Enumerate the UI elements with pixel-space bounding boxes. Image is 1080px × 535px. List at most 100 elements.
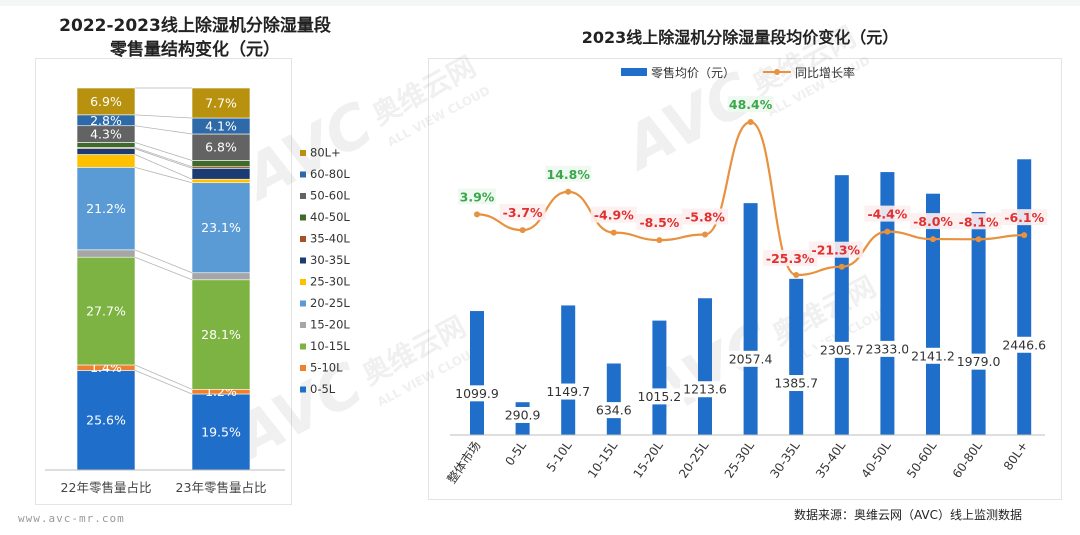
price-label-12: 2446.6 — [1002, 337, 1046, 352]
left-legend-swatch-5-10L — [300, 365, 306, 371]
left-category-1: 23年零售量占比 — [176, 480, 267, 495]
left-legend-label-10-15L: 10-15L — [310, 339, 350, 353]
right-category-text: 50-60L — [904, 438, 939, 480]
stack-seg-40-50L-1 — [191, 160, 251, 168]
left-legend-swatch-40-50L — [300, 214, 306, 221]
growth-label-12: -6.1% — [1004, 210, 1044, 225]
stack-label-60-80L-0: 2.8% — [90, 113, 122, 128]
stack-seg-10-15L-0 — [76, 256, 136, 366]
right-legend-line-dot — [774, 69, 780, 75]
connector-10 — [134, 114, 193, 119]
stack-seg-30-35L-0 — [76, 148, 136, 155]
price-bar-3 — [606, 363, 621, 435]
growth-label-0: 3.9% — [460, 189, 495, 204]
growth-label-bg-8 — [808, 241, 863, 258]
growth-label-bg-10 — [910, 213, 956, 230]
growth-point-8 — [838, 263, 845, 270]
price-label-bg-6 — [725, 350, 776, 367]
right-category-text: 35-40L — [813, 438, 848, 480]
growth-label-bg-9 — [864, 205, 911, 222]
price-label-1: 290.9 — [505, 407, 541, 422]
left-legend-swatch-10-15L — [300, 343, 306, 350]
growth-label-4: -8.5% — [639, 215, 679, 230]
growth-point-9 — [884, 228, 891, 235]
connector-9 — [134, 125, 193, 135]
stack-label-80L+-1: 7.7% — [205, 96, 237, 111]
right-category-text: 20-25L — [676, 438, 711, 480]
growth-label-bg-0 — [458, 188, 496, 205]
stack-seg-15-20L-1 — [191, 272, 251, 281]
price-label-bg-4 — [634, 388, 685, 405]
growth-point-5 — [702, 231, 708, 238]
left-title-line1: 2022-2023线上除湿机分除湿量段 — [59, 16, 331, 36]
price-label-bg-0 — [452, 385, 502, 402]
right-legend-bar-label: 零售均价（元） — [651, 65, 735, 80]
price-label-bg-11 — [953, 353, 1004, 370]
connector-1 — [134, 364, 193, 390]
left-legend-label-20-25L: 20-25L — [310, 296, 350, 310]
right-category-text: 5-10L — [544, 438, 575, 474]
growth-point-11 — [975, 236, 982, 243]
price-label-4: 1015.2 — [638, 389, 682, 404]
growth-point-2 — [565, 188, 572, 195]
stack-label-10-15L-1: 28.1% — [201, 327, 241, 342]
right-category-text: 25-30L — [722, 438, 757, 480]
left-legend-label-50-60L: 50-60L — [310, 189, 350, 203]
growth-point-10 — [930, 236, 936, 243]
price-label-bg-8 — [817, 341, 867, 358]
right-category-text: 60-80L — [950, 438, 985, 480]
price-label-bg-5 — [680, 381, 730, 398]
price-bar-10 — [926, 193, 940, 435]
stack-label-50-60L-1: 6.8% — [205, 140, 237, 155]
left-legend-label-5-10L: 5-10L — [310, 361, 343, 375]
left-legend-swatch-30-35L — [300, 257, 306, 264]
stack-seg-10-15L-1 — [191, 279, 251, 390]
left-legend-label-35-40L: 35-40L — [310, 232, 350, 246]
left-legend-swatch-20-25L — [300, 300, 306, 307]
right-category-11: 60-80L — [950, 438, 985, 480]
right-category-8: 35-40L — [813, 438, 848, 480]
stack-seg-0-5L-0 — [76, 370, 136, 471]
growth-point-12 — [1021, 232, 1028, 239]
connector-8 — [134, 142, 193, 161]
stack-label-0-5L-0: 25.6% — [86, 413, 126, 428]
price-label-bg-9 — [862, 340, 913, 357]
price-label-6: 2057.4 — [729, 351, 773, 366]
right-legend-line-label: 同比增长率 — [795, 65, 855, 80]
growth-label-bg-4 — [636, 214, 683, 231]
watermark-logo: AVC — [231, 89, 385, 215]
right-category-text: 40-50L — [859, 438, 894, 480]
growth-label-3: -4.9% — [594, 208, 634, 223]
price-label-bg-2 — [543, 383, 593, 400]
stack-seg-80L+-0 — [76, 87, 136, 116]
connector-6 — [134, 148, 193, 169]
stack-label-20-25L-1: 23.1% — [201, 220, 241, 235]
growth-label-10: -8.0% — [913, 214, 953, 229]
price-bar-6 — [743, 203, 758, 435]
growth-point-1 — [519, 227, 526, 234]
growth-label-bg-1 — [499, 204, 546, 221]
growth-point-7 — [793, 272, 800, 278]
source-note: 数据来源：奥维云网（AVC）线上监测数据 — [793, 508, 1022, 522]
growth-label-1: -3.7% — [503, 205, 543, 220]
price-label-bg-10 — [908, 347, 958, 364]
price-bar-2 — [561, 305, 576, 435]
connector-5 — [134, 154, 193, 180]
stack-seg-25-30L-0 — [76, 154, 136, 168]
stack-seg-40-50L-0 — [76, 142, 136, 148]
growth-point-6 — [747, 119, 754, 125]
price-label-7: 1385.7 — [774, 376, 818, 391]
stack-label-20-25L-0: 21.2% — [86, 201, 126, 216]
left-legend-label-25-30L: 25-30L — [310, 275, 350, 289]
stack-seg-25-30L-1 — [191, 178, 251, 184]
stack-seg-80L+-1 — [191, 87, 251, 119]
growth-label-7: -25.3% — [766, 251, 815, 266]
price-label-11: 1979.0 — [957, 354, 1001, 369]
growth-label-6: 48.4% — [729, 97, 773, 112]
left-chart-title: 2022-2023线上除湿机分除湿量段 零售量结构变化（元） — [30, 14, 360, 62]
right-category-5: 20-25L — [676, 438, 711, 480]
growth-label-5: -5.8% — [685, 210, 725, 225]
right-category-12: 80L+ — [1001, 439, 1031, 473]
